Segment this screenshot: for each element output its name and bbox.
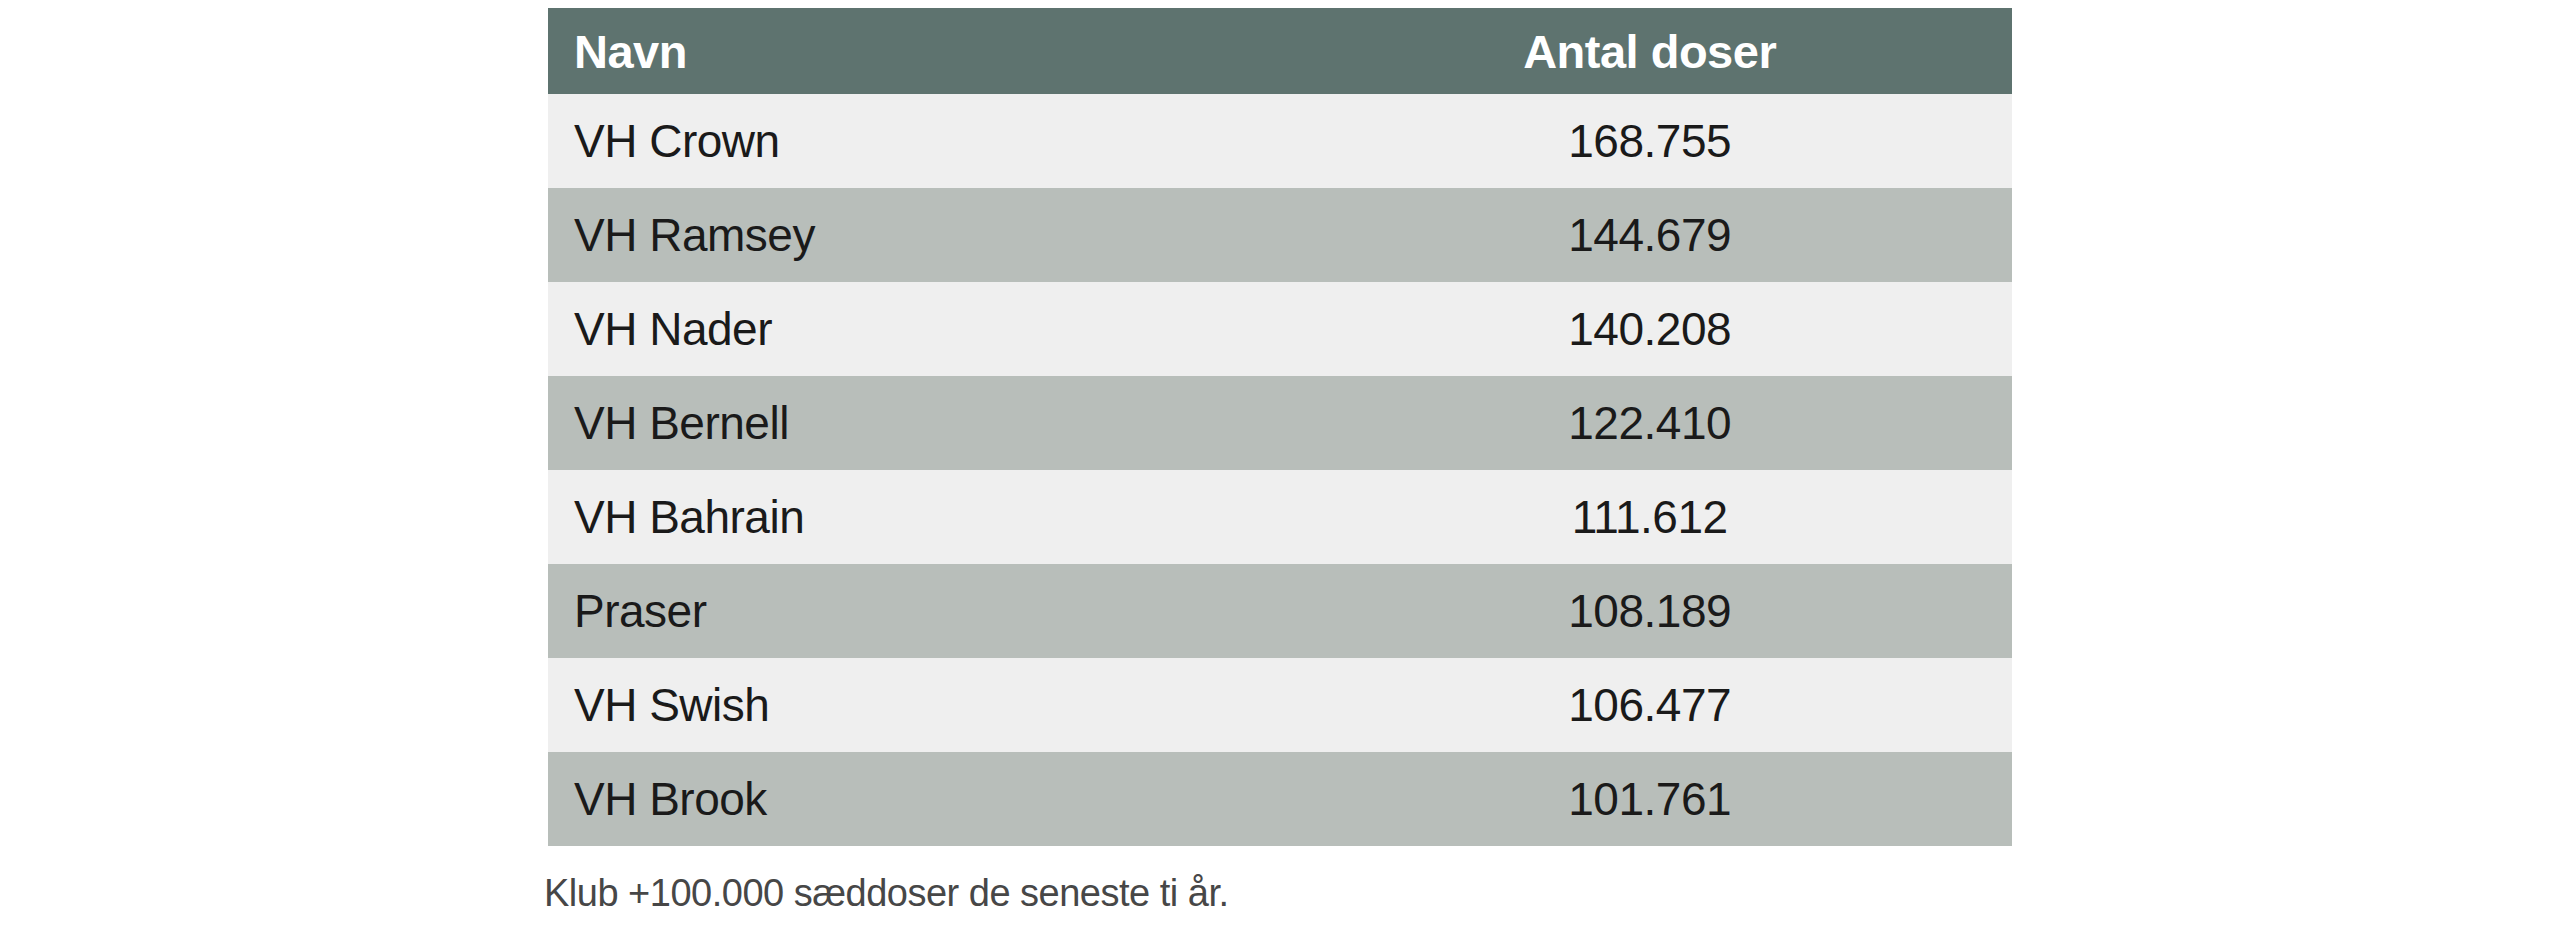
table-row: VH Bernell122.410: [548, 376, 2012, 470]
cell-doses: 122.410: [1287, 376, 2012, 470]
table-row: VH Swish106.477: [548, 658, 2012, 752]
table-row: VH Crown168.755: [548, 94, 2012, 188]
cell-name: VH Nader: [548, 282, 1287, 376]
cell-doses: 140.208: [1287, 282, 2012, 376]
cell-name: VH Crown: [548, 94, 1287, 188]
cell-doses: 111.612: [1287, 470, 2012, 564]
cell-doses: 168.755: [1287, 94, 2012, 188]
cell-name: VH Brook: [548, 752, 1287, 846]
doses-table: Navn Antal doser VH Crown168.755VH Ramse…: [548, 8, 2012, 846]
table-caption: Klub +100.000 sæddoser de seneste ti år.: [544, 872, 2012, 915]
column-header-navn: Navn: [548, 8, 1287, 94]
cell-doses: 108.189: [1287, 564, 2012, 658]
cell-name: VH Ramsey: [548, 188, 1287, 282]
table-body: VH Crown168.755VH Ramsey144.679VH Nader1…: [548, 94, 2012, 846]
table-row: VH Ramsey144.679: [548, 188, 2012, 282]
cell-name: VH Swish: [548, 658, 1287, 752]
table-row: VH Nader140.208: [548, 282, 2012, 376]
cell-doses: 106.477: [1287, 658, 2012, 752]
doses-table-graphic: Navn Antal doser VH Crown168.755VH Ramse…: [548, 8, 2012, 915]
cell-name: VH Bernell: [548, 376, 1287, 470]
column-header-antal-doser: Antal doser: [1287, 8, 2012, 94]
table-row: VH Brook101.761: [548, 752, 2012, 846]
table-row: VH Bahrain111.612: [548, 470, 2012, 564]
cell-name: VH Bahrain: [548, 470, 1287, 564]
cell-name: Praser: [548, 564, 1287, 658]
table-row: Praser108.189: [548, 564, 2012, 658]
cell-doses: 144.679: [1287, 188, 2012, 282]
table-header-row: Navn Antal doser: [548, 8, 2012, 94]
cell-doses: 101.761: [1287, 752, 2012, 846]
